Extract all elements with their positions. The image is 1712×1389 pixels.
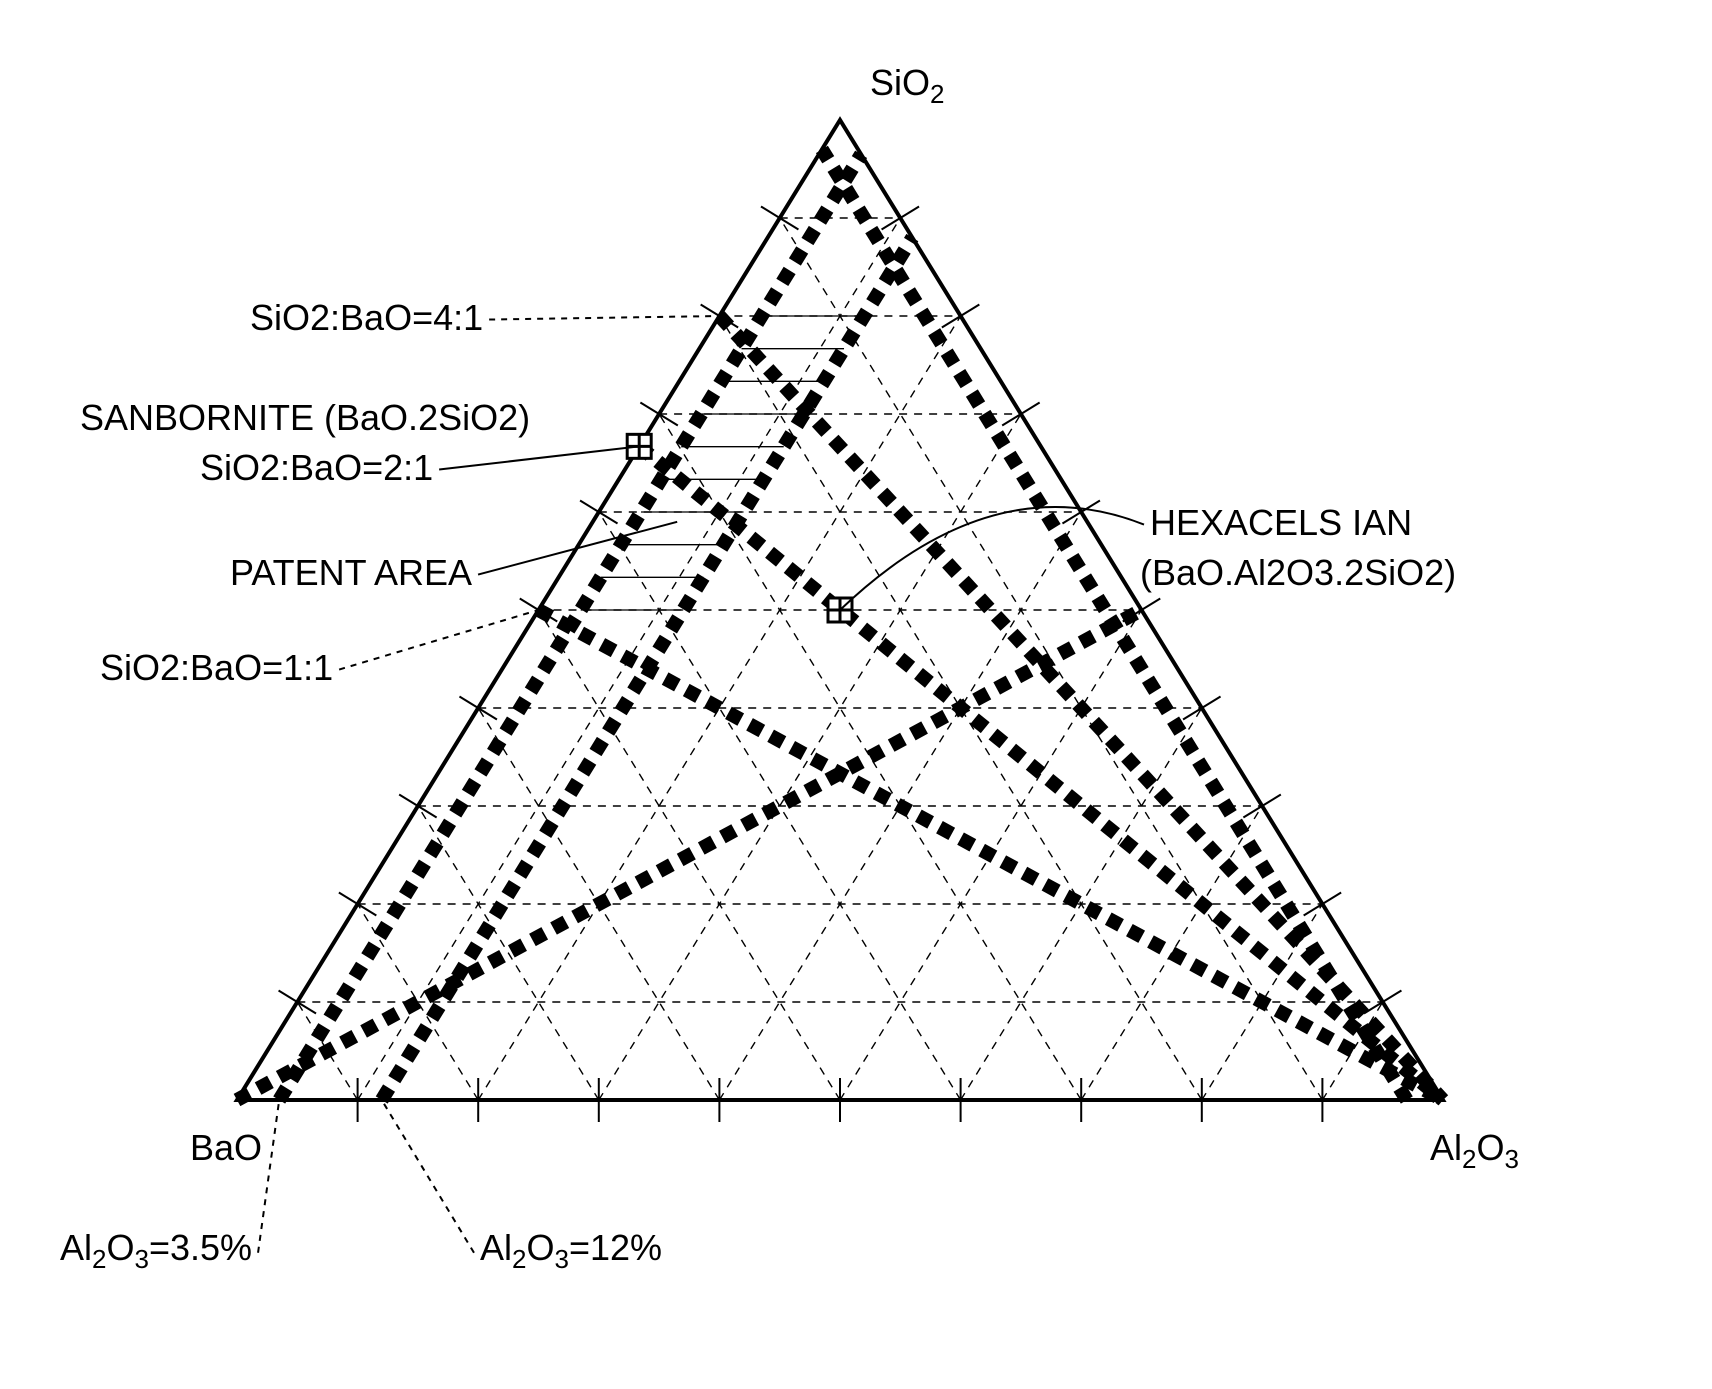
al2o3-12-label-leader (382, 1100, 474, 1253)
vertex-label-al2o3: Al2O3 (1430, 1127, 1519, 1174)
patent-area-label-leader (478, 522, 677, 575)
sio2-bao-1-1 (539, 610, 1444, 1100)
sio2-bao-2-1-label-leader (439, 446, 639, 469)
bao-to-right-edge-line (237, 610, 1142, 1100)
sio2-bao-1-1-label: SiO2:BaO=1:1 (100, 610, 539, 688)
sio2-bao-4-1-label-leader (489, 316, 719, 320)
svg-text:SANBORNITE (BaO.2SiO2): SANBORNITE (BaO.2SiO2) (80, 397, 530, 438)
svg-text:HEXACELS IAN: HEXACELS IAN (1150, 502, 1412, 543)
hexacelsian-label-leader (840, 507, 1144, 610)
vertex-label-bao: BaO (190, 1127, 262, 1168)
sio2-bao-2-1-label: SiO2:BaO=2:1 (200, 446, 639, 488)
svg-text:Al2O3=12%: Al2O3=12% (480, 1227, 662, 1274)
sanbornite-label: SANBORNITE (BaO.2SiO2) (80, 397, 530, 438)
sio2-bao-4-1-label: SiO2:BaO=4:1 (250, 297, 719, 338)
ternary-diagram: SiO2 BaO Al2O3 SiO2:BaO=4:1 SANBORNITE (BaO.… (0, 0, 1712, 1389)
svg-text:Al2O3=3.5%: Al2O3=3.5% (60, 1227, 252, 1274)
al2o3-12-label: Al2O3=12% (382, 1100, 662, 1274)
hexacelsian-label-sub: (BaO.Al2O3.2SiO2) (1140, 552, 1456, 593)
al2o3-3.5-label-leader (258, 1100, 279, 1253)
svg-text:PATENT AREA: PATENT AREA (230, 552, 472, 593)
callouts: SiO2:BaO=4:1 SANBORNITE (BaO.2SiO2) SiO2:B… (60, 297, 1456, 1274)
svg-text:SiO2:BaO=4:1: SiO2:BaO=4:1 (250, 297, 483, 338)
patent-area-hatch (581, 316, 864, 610)
svg-text:SiO2:BaO=2:1: SiO2:BaO=2:1 (200, 447, 433, 488)
svg-text:SiO2:BaO=1:1: SiO2:BaO=1:1 (100, 647, 333, 688)
constraint-lines (237, 149, 1443, 1100)
vertex-label-sio2: SiO2 (870, 62, 944, 109)
